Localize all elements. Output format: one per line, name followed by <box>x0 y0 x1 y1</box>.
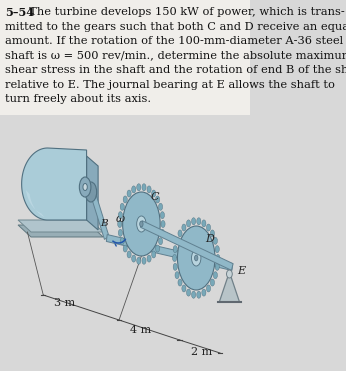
Text: E: E <box>237 266 245 276</box>
Ellipse shape <box>175 272 179 279</box>
Ellipse shape <box>147 255 151 262</box>
Text: amount. If the rotation of the 100-mm-diameter A-36 steel: amount. If the rotation of the 100-mm-di… <box>5 36 343 46</box>
Ellipse shape <box>197 291 201 298</box>
Ellipse shape <box>127 251 131 258</box>
Ellipse shape <box>83 184 87 190</box>
Ellipse shape <box>123 245 127 252</box>
Ellipse shape <box>137 257 141 264</box>
Ellipse shape <box>213 237 217 244</box>
Ellipse shape <box>118 229 122 236</box>
Ellipse shape <box>132 255 136 262</box>
Ellipse shape <box>213 272 217 279</box>
Polygon shape <box>219 272 239 302</box>
Ellipse shape <box>140 221 143 227</box>
Ellipse shape <box>197 218 201 225</box>
Ellipse shape <box>158 203 163 210</box>
Ellipse shape <box>182 285 186 292</box>
FancyBboxPatch shape <box>0 0 249 115</box>
Ellipse shape <box>122 192 160 256</box>
Ellipse shape <box>142 257 146 264</box>
Ellipse shape <box>178 279 182 286</box>
Ellipse shape <box>173 255 177 262</box>
Polygon shape <box>89 186 109 239</box>
Ellipse shape <box>152 251 156 258</box>
Ellipse shape <box>192 250 201 266</box>
Ellipse shape <box>173 263 177 270</box>
Ellipse shape <box>152 190 156 197</box>
Ellipse shape <box>216 255 220 262</box>
Text: turn freely about its axis.: turn freely about its axis. <box>5 94 151 104</box>
Ellipse shape <box>182 224 186 231</box>
Ellipse shape <box>202 289 206 296</box>
Ellipse shape <box>147 186 151 193</box>
Text: The turbine develops 150 kW of power, which is trans-: The turbine develops 150 kW of power, wh… <box>22 7 345 17</box>
Text: shaft is ω = 500 rev/min., determine the absolute maximum: shaft is ω = 500 rev/min., determine the… <box>5 50 346 60</box>
Text: mitted to the gears such that both C and D receive an equal: mitted to the gears such that both C and… <box>5 22 346 32</box>
Text: relative to E. The journal bearing at E allows the shaft to: relative to E. The journal bearing at E … <box>5 79 335 89</box>
Ellipse shape <box>227 270 232 278</box>
Text: shear stress in the shaft and the rotation of end B of the shaft: shear stress in the shaft and the rotati… <box>5 65 346 75</box>
Ellipse shape <box>160 211 164 219</box>
Polygon shape <box>18 220 103 232</box>
Ellipse shape <box>186 220 191 227</box>
Ellipse shape <box>186 289 191 296</box>
Ellipse shape <box>161 220 165 227</box>
Ellipse shape <box>173 246 177 253</box>
Ellipse shape <box>192 291 196 298</box>
Ellipse shape <box>215 263 219 270</box>
Ellipse shape <box>137 216 146 232</box>
Text: 4 m: 4 m <box>130 325 151 335</box>
Text: B: B <box>100 219 108 228</box>
Ellipse shape <box>175 237 179 244</box>
Text: 2 m: 2 m <box>191 347 212 357</box>
Ellipse shape <box>210 279 215 286</box>
Polygon shape <box>140 221 233 270</box>
Ellipse shape <box>202 220 206 227</box>
Ellipse shape <box>118 220 122 227</box>
Ellipse shape <box>177 226 215 290</box>
Text: 5–54: 5–54 <box>5 7 34 18</box>
Ellipse shape <box>123 196 127 203</box>
Ellipse shape <box>137 184 141 191</box>
Ellipse shape <box>156 196 160 203</box>
Ellipse shape <box>118 211 122 219</box>
Ellipse shape <box>156 245 160 252</box>
Ellipse shape <box>207 285 211 292</box>
Ellipse shape <box>142 184 146 191</box>
Text: C: C <box>150 192 158 202</box>
Ellipse shape <box>158 238 163 245</box>
Ellipse shape <box>210 230 215 237</box>
Polygon shape <box>106 234 233 270</box>
Polygon shape <box>22 148 86 220</box>
Ellipse shape <box>79 177 91 197</box>
Ellipse shape <box>215 246 219 253</box>
Polygon shape <box>26 190 45 217</box>
Polygon shape <box>18 225 103 237</box>
Ellipse shape <box>194 255 198 261</box>
Ellipse shape <box>207 224 211 231</box>
Polygon shape <box>86 156 98 230</box>
Ellipse shape <box>132 186 136 193</box>
Ellipse shape <box>120 238 124 245</box>
Ellipse shape <box>120 203 124 210</box>
Ellipse shape <box>127 190 131 197</box>
Ellipse shape <box>160 229 164 236</box>
Ellipse shape <box>178 230 182 237</box>
Text: 3 m: 3 m <box>54 298 75 308</box>
Ellipse shape <box>192 218 196 225</box>
Text: ω: ω <box>115 214 124 224</box>
Text: D: D <box>205 234 213 244</box>
Ellipse shape <box>85 182 97 202</box>
